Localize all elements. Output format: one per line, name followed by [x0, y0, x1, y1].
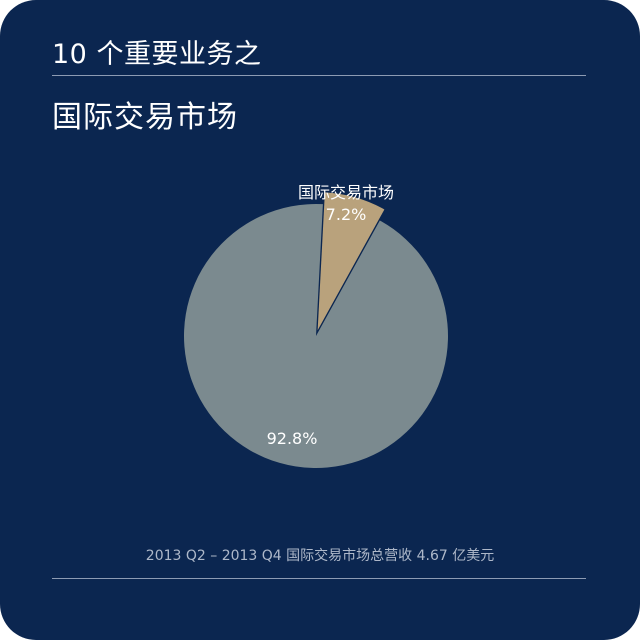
page-title: 10 个重要业务之 — [52, 39, 262, 70]
pie-slices — [184, 192, 449, 468]
slice-value-label-1: 92.8% — [267, 429, 318, 448]
pie-slice-0 — [317, 192, 385, 331]
top-divider — [52, 75, 586, 76]
slice-value-label-0: 7.2% — [326, 205, 367, 224]
pie-labels: 国际交易市场 7.2% 92.8% — [267, 183, 394, 448]
bottom-divider — [52, 578, 586, 579]
pie-slice-1 — [184, 204, 449, 468]
page-subtitle: 国际交易市场 — [52, 100, 238, 135]
slice-label-0: 国际交易市场 — [298, 183, 394, 202]
revenue-note: 2013 Q2 – 2013 Q4 国际交易市场总营收 4.67 亿美元 — [145, 548, 495, 564]
